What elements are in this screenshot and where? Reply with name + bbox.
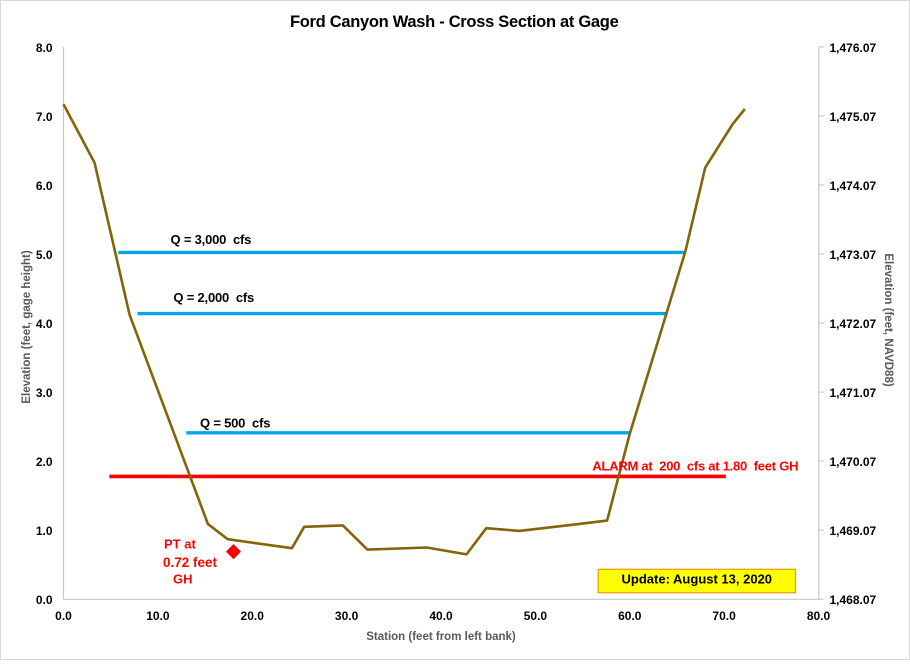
svg-text:GH: GH [173,572,193,587]
svg-text:Elevation (feet, gage height): Elevation (feet, gage height) [21,250,33,404]
svg-text:1,476.07: 1,476.07 [830,41,877,55]
svg-text:5.0: 5.0 [36,248,53,262]
svg-text:0.0: 0.0 [55,609,72,623]
svg-text:0.0: 0.0 [36,593,53,607]
svg-text:0.72 feet: 0.72 feet [163,555,218,570]
svg-text:10.0: 10.0 [146,609,170,623]
svg-text:1,475.07: 1,475.07 [830,110,877,124]
svg-text:Q = 3,000 cfs: Q = 3,000 cfs [171,232,252,247]
svg-text:1.0: 1.0 [36,524,53,538]
svg-text:1,471.07: 1,471.07 [830,386,877,400]
svg-text:7.0: 7.0 [36,110,53,124]
svg-text:3.0: 3.0 [36,386,53,400]
svg-text:Elevation (feet, NAVD88): Elevation (feet, NAVD88) [882,253,894,387]
svg-text:Q = 500 cfs: Q = 500 cfs [200,416,270,431]
svg-text:60.0: 60.0 [618,609,642,623]
svg-text:1,472.07: 1,472.07 [830,317,877,331]
svg-text:40.0: 40.0 [429,609,453,623]
svg-text:Ford Canyon Wash - Cross Secti: Ford Canyon Wash - Cross Section at Gage [290,13,619,31]
svg-text:2.0: 2.0 [36,455,53,469]
svg-text:ALARM at 200 cfs at 1.80 fe: ALARM at 200 cfs at 1.80 feet GH [592,459,798,474]
svg-text:Station (feet from left bank): Station (feet from left bank) [366,631,516,643]
svg-text:20.0: 20.0 [241,609,265,623]
svg-text:1,474.07: 1,474.07 [830,179,877,193]
svg-text:PT at: PT at [164,537,196,552]
svg-text:30.0: 30.0 [335,609,359,623]
svg-text:4.0: 4.0 [36,317,53,331]
svg-text:8.0: 8.0 [36,41,53,55]
svg-text:1,469.07: 1,469.07 [830,524,877,538]
svg-text:1,473.07: 1,473.07 [830,248,877,262]
svg-text:1,470.07: 1,470.07 [830,455,877,469]
svg-text:50.0: 50.0 [524,609,548,623]
svg-text:70.0: 70.0 [712,609,736,623]
svg-text:6.0: 6.0 [36,179,53,193]
svg-text:Update: August 13, 2020: Update: August 13, 2020 [622,572,773,587]
svg-text:Q = 2,000 cfs: Q = 2,000 cfs [173,290,254,305]
svg-text:80.0: 80.0 [807,609,831,623]
svg-text:1,468.07: 1,468.07 [830,593,877,607]
